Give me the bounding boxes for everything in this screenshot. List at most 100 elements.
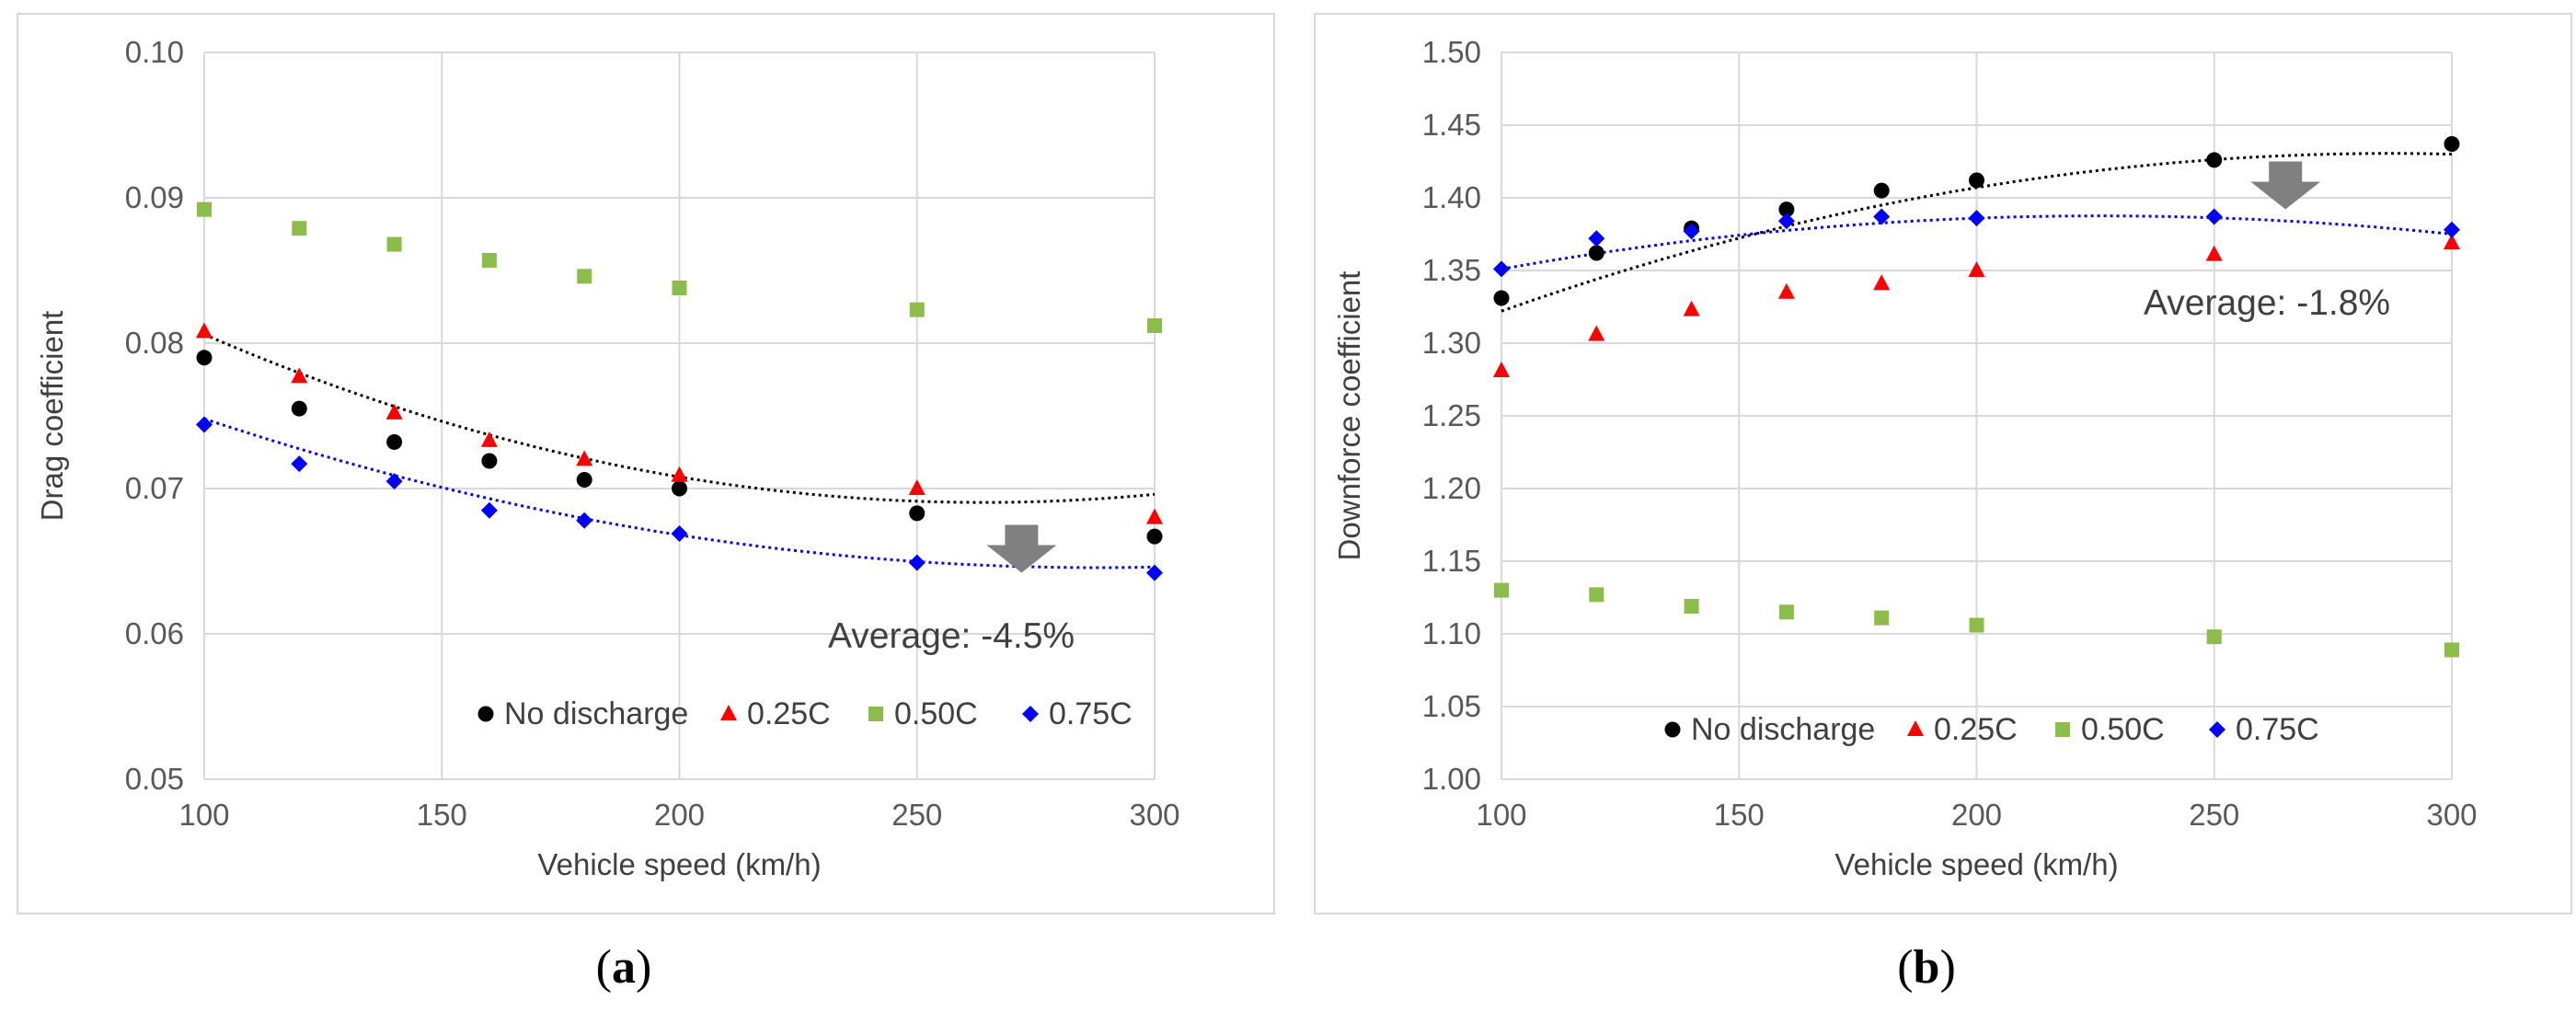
data-point xyxy=(1968,261,1985,277)
data-point xyxy=(385,473,403,490)
data-point xyxy=(2206,629,2222,645)
data-point xyxy=(196,322,213,339)
caption-close-paren: ) xyxy=(636,941,652,994)
data-point xyxy=(1778,604,1794,620)
legend-marker xyxy=(1664,721,1681,738)
drag-coefficient-chart: 0.05 0.06 0.07 0.08 0.09 0.10 100 150 200 250 300 V… xyxy=(35,35,1180,881)
y-axis-title: Downforce coefficient xyxy=(1332,271,1366,561)
data-point xyxy=(292,221,307,236)
caption-open-paren: ( xyxy=(595,941,612,994)
data-point xyxy=(671,466,688,482)
data-point xyxy=(481,252,497,268)
x-tick-label: 150 xyxy=(1714,798,1765,832)
data-point xyxy=(672,480,687,497)
caption-close-paren: ) xyxy=(1939,941,1956,994)
data-point xyxy=(196,350,213,366)
x-tick-label: 250 xyxy=(891,798,942,832)
y-tick-label: 0.07 xyxy=(125,471,184,505)
data-point xyxy=(291,400,307,417)
data-point xyxy=(1778,201,1795,218)
data-point xyxy=(196,416,213,433)
y-tick-label: 0.05 xyxy=(125,762,184,796)
data-point xyxy=(576,472,592,489)
data-point xyxy=(2206,152,2223,168)
data-point xyxy=(1493,362,1510,378)
legend-marker xyxy=(2055,722,2070,737)
x-tick-label: 100 xyxy=(178,798,229,832)
caption-letter: a xyxy=(612,941,636,994)
x-axis-title: Vehicle speed (km/h) xyxy=(1834,847,2118,881)
y-tick-label: 1.10 xyxy=(1422,616,1481,650)
data-point xyxy=(1683,300,1700,316)
data-point xyxy=(480,431,498,447)
y-tick-label: 1.20 xyxy=(1422,471,1481,505)
y-tick-label: 1.00 xyxy=(1422,762,1481,796)
data-point xyxy=(909,302,925,317)
data-point xyxy=(2444,221,2460,238)
data-point xyxy=(1969,617,1984,633)
x-tick-label: 200 xyxy=(1951,798,2002,832)
y-tick-label: 0.10 xyxy=(125,35,184,69)
panel-caption-b: (b) xyxy=(1834,940,2018,995)
data-point xyxy=(1873,274,1891,291)
data-point xyxy=(1494,582,1509,598)
data-point xyxy=(908,479,926,495)
y-tick-label: 1.25 xyxy=(1422,398,1481,432)
data-point xyxy=(1777,282,1795,299)
y-tick-label: 1.30 xyxy=(1422,326,1481,360)
y-axis-title: Drag coefficient xyxy=(35,311,69,522)
legend-marker xyxy=(2209,721,2225,738)
data-point xyxy=(386,236,402,252)
data-point xyxy=(1146,564,1163,581)
data-point xyxy=(481,453,498,469)
legend-entry: 0.50C xyxy=(894,696,978,731)
x-tick-label: 300 xyxy=(2426,798,2477,832)
y-tick-label: 0.06 xyxy=(125,616,184,650)
data-point xyxy=(385,403,403,420)
data-point xyxy=(1588,230,1605,247)
data-point xyxy=(1874,610,1890,626)
legend-entry: 0.25C xyxy=(747,696,831,731)
data-point xyxy=(1777,213,1795,230)
data-point xyxy=(576,512,593,529)
y-tick-label: 1.50 xyxy=(1422,35,1481,69)
x-axis-title: Vehicle speed (km/h) xyxy=(537,847,821,881)
data-point xyxy=(386,433,403,450)
data-point xyxy=(577,269,592,284)
y-tick-label: 1.35 xyxy=(1422,253,1481,287)
legend-entry: 0.75C xyxy=(1049,696,1133,731)
data-point xyxy=(909,505,926,522)
panel-caption-a: (a) xyxy=(532,940,716,995)
chart-panel-a: 0.05 0.06 0.07 0.08 0.09 0.10 100 150 200 250 300 V… xyxy=(17,13,1275,914)
legend-marker xyxy=(1907,720,1924,736)
data-point xyxy=(291,455,308,473)
data-point xyxy=(2205,245,2223,261)
data-point xyxy=(2444,233,2460,249)
y-tick-label: 0.09 xyxy=(125,180,184,214)
data-point xyxy=(480,501,498,519)
legend-marker xyxy=(720,705,737,720)
x-tick-label: 150 xyxy=(417,798,467,832)
caption-letter: b xyxy=(1913,941,1940,994)
data-point xyxy=(1969,172,1984,189)
data-point xyxy=(1588,325,1605,341)
chart-panel-b: 1.00 1.05 1.10 1.15 1.20 1.25 1.30 1.35 1.40 1.45… xyxy=(1314,13,2572,914)
data-point xyxy=(291,367,308,384)
average-change-annotation: Average: -1.8% xyxy=(2144,283,2390,323)
data-point xyxy=(2444,136,2460,153)
data-point xyxy=(1589,587,1604,603)
data-point xyxy=(671,524,688,542)
data-point xyxy=(2444,642,2459,658)
downforce-coefficient-chart: 1.00 1.05 1.10 1.15 1.20 1.25 1.30 1.35 1.40 1.45… xyxy=(1332,35,2478,881)
legend-marker xyxy=(868,707,883,721)
legend-marker xyxy=(477,706,494,722)
data-point xyxy=(1493,290,1510,306)
data-point xyxy=(1146,528,1163,545)
data-point xyxy=(576,450,593,466)
data-point xyxy=(1147,318,1162,334)
data-point xyxy=(1146,508,1163,524)
x-tick-label: 300 xyxy=(1129,798,1179,832)
data-point xyxy=(908,554,926,571)
x-tick-label: 200 xyxy=(654,798,705,832)
data-point xyxy=(1493,260,1510,278)
